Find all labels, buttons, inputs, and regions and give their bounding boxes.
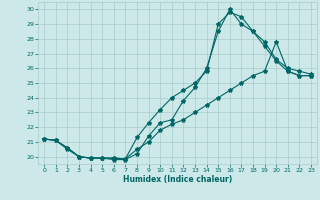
X-axis label: Humidex (Indice chaleur): Humidex (Indice chaleur) [123,175,232,184]
